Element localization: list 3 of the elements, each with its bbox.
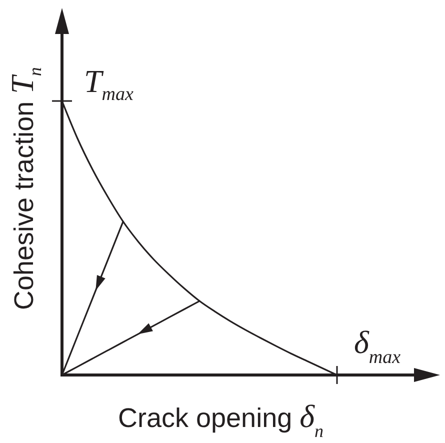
annotation: T$_{max}$ <box>84 63 134 105</box>
text: δ$_{max}$ <box>354 324 402 368</box>
x-axis-title: Crack opening δ$_{n}$ <box>118 398 324 441</box>
